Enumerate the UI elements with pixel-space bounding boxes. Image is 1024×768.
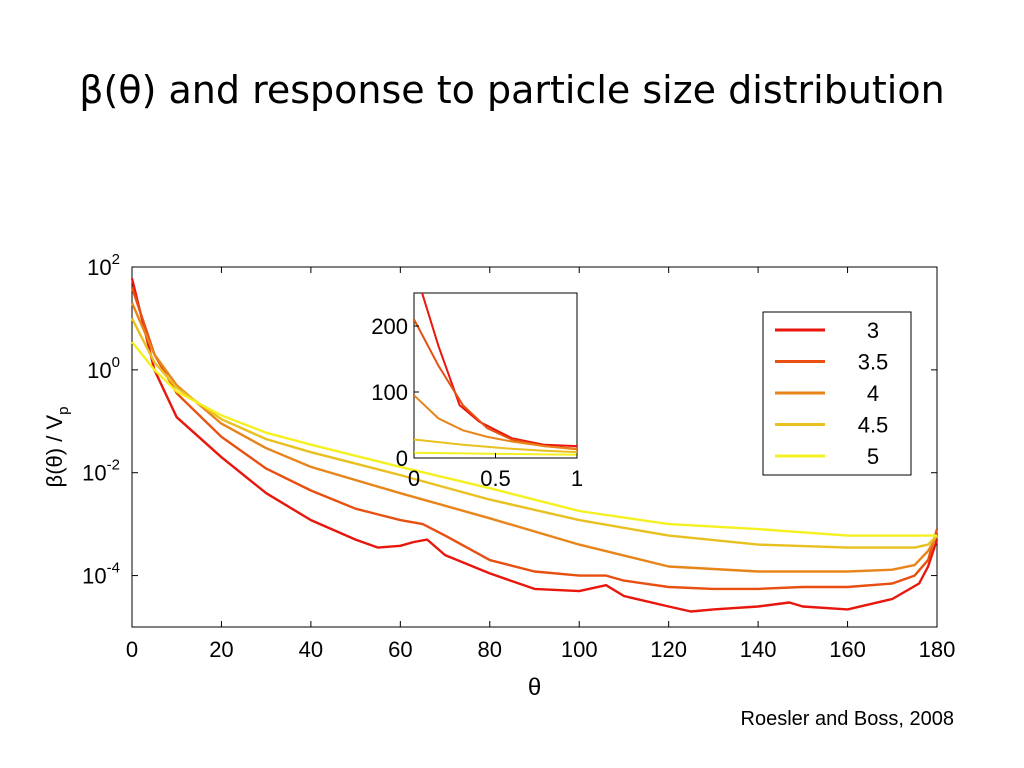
series-line-3 xyxy=(130,278,939,613)
y-axis-label: β(θ) / Vp xyxy=(42,407,72,488)
inset-series-line-5 xyxy=(414,451,577,456)
inset-y-tick-label: 0 xyxy=(396,446,408,471)
x-tick-label: 140 xyxy=(740,637,777,662)
x-tick-label: 180 xyxy=(919,637,956,662)
legend-label: 5 xyxy=(867,444,879,469)
x-tick-label: 160 xyxy=(829,637,866,662)
legend-label: 4 xyxy=(867,381,879,406)
inset-x-tick-label: 1 xyxy=(571,466,583,491)
citation: Roesler and Boss, 2008 xyxy=(740,708,954,730)
inset-x-tick-label: 0.5 xyxy=(480,466,511,491)
x-tick-label: 120 xyxy=(650,637,687,662)
legend-label: 4.5 xyxy=(858,413,889,438)
x-tick-label: 100 xyxy=(561,637,598,662)
series-line-3.5 xyxy=(130,287,939,591)
x-tick-label: 20 xyxy=(209,637,233,662)
inset-series-line-4 xyxy=(414,394,577,451)
x-tick-label: 80 xyxy=(478,637,502,662)
series-line-5 xyxy=(131,341,937,537)
x-tick-label: 0 xyxy=(126,637,138,662)
inset-x-tick-label: 0 xyxy=(408,466,420,491)
inset-series-line-3 xyxy=(421,293,577,448)
legend-label: 3.5 xyxy=(858,350,889,375)
legend-label: 3 xyxy=(867,318,879,343)
x-tick-label: 60 xyxy=(388,637,412,662)
y-tick-label: 100 xyxy=(87,354,120,383)
inset-series-line-4.5 xyxy=(414,438,577,454)
slide-title: β(θ) and response to particle size distr… xyxy=(79,68,945,112)
x-axis-label: θ xyxy=(528,674,541,701)
y-tick-label: 102 xyxy=(87,251,120,280)
x-tick-label: 40 xyxy=(299,637,323,662)
inset-plot-frame xyxy=(413,292,578,459)
inset-y-tick-label: 200 xyxy=(371,314,408,339)
y-tick-label: 10-2 xyxy=(82,457,120,486)
inset-y-tick-label: 100 xyxy=(371,380,408,405)
y-tick-label: 10-4 xyxy=(82,560,120,589)
